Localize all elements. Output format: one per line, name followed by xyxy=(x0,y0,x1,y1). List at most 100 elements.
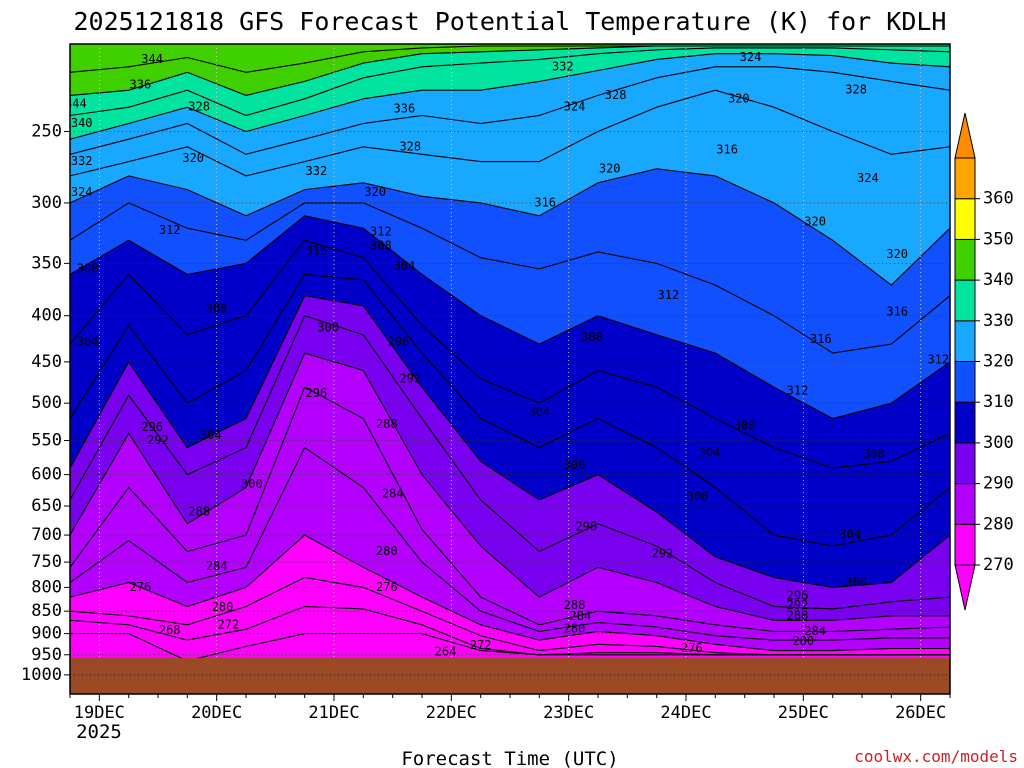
colorbar-segment-330 xyxy=(954,279,976,322)
theta-band-332 xyxy=(70,47,950,140)
contour-label-332: 332 xyxy=(306,164,328,178)
shaded-theta-bands xyxy=(70,44,950,694)
contour-label-284: 284 xyxy=(570,609,592,623)
contour-label-316: 316 xyxy=(534,195,556,209)
contour-label-316: 316 xyxy=(886,304,908,318)
theta-band-268 xyxy=(70,606,950,661)
theta-band-336 xyxy=(70,46,950,116)
contour-label-320: 320 xyxy=(728,91,750,105)
x-tick-label-22DEC: 22DEC xyxy=(426,703,477,723)
contour-label-312: 312 xyxy=(159,223,181,237)
surface-terrain xyxy=(70,658,950,694)
contour-label-284: 284 xyxy=(382,486,404,500)
colorbar-label-300: 300 xyxy=(983,433,1014,453)
contour-label-304: 304 xyxy=(394,259,416,273)
colorbar-under-triangle xyxy=(954,564,976,611)
contour-label-296: 296 xyxy=(787,589,809,603)
contour-label-316: 316 xyxy=(810,332,832,346)
contour-label-296: 296 xyxy=(141,420,163,434)
contour-label-292: 292 xyxy=(399,371,421,385)
colorbar-segment-360 xyxy=(954,157,976,200)
contour-label-316: 316 xyxy=(716,142,738,156)
contour-label-336: 336 xyxy=(394,101,416,115)
contour-label-288: 288 xyxy=(376,417,398,431)
y-tick-label-650: 650 xyxy=(31,496,62,516)
theta-band-308 xyxy=(70,215,950,469)
contour-label-280: 280 xyxy=(792,634,814,648)
y-tick-label-250: 250 xyxy=(31,121,62,141)
x-tick-label-23DEC: 23DEC xyxy=(543,703,594,723)
contour-label-328: 328 xyxy=(399,139,421,153)
y-tick-label-700: 700 xyxy=(31,525,62,545)
contour-label-328: 328 xyxy=(845,83,867,97)
contour-label-272: 272 xyxy=(470,638,492,652)
contour-label-276: 276 xyxy=(130,580,152,594)
contour-label-264: 264 xyxy=(435,644,457,658)
theta-band-276 xyxy=(70,535,950,655)
contour-label-328: 328 xyxy=(188,100,210,114)
colorbar-label-330: 330 xyxy=(983,311,1014,331)
contour-label-284: 284 xyxy=(804,624,826,638)
contour-label-332: 332 xyxy=(71,154,93,168)
contour-label-332: 332 xyxy=(552,59,574,73)
colorbar-segment-320 xyxy=(954,320,976,362)
colorbar-label-360: 360 xyxy=(983,189,1014,209)
contour-label-324: 324 xyxy=(857,171,879,185)
theta-band-300 xyxy=(70,274,950,588)
contour-label-288: 288 xyxy=(188,505,210,519)
isentrope-324 xyxy=(70,89,950,177)
contour-label-300: 300 xyxy=(687,489,709,503)
y-tick-label-300: 300 xyxy=(31,193,62,213)
x-axis-label: Forecast Time (UTC) xyxy=(401,748,618,768)
contour-label-336: 336 xyxy=(130,77,152,91)
contour-label-304: 304 xyxy=(699,446,721,460)
contour-label-304: 304 xyxy=(528,405,550,419)
theta-band-320 xyxy=(70,90,950,286)
theta-band-292 xyxy=(70,315,950,621)
x-tick-label-24DEC: 24DEC xyxy=(660,703,711,723)
contour-label-312: 312 xyxy=(370,224,392,238)
y-tick-label-950: 950 xyxy=(31,645,62,665)
contour-label-296: 296 xyxy=(575,520,597,534)
contour-label-300: 300 xyxy=(564,458,586,472)
isentrope-276 xyxy=(70,576,950,656)
x-axis: 19DEC 20DEC 21DEC 22DEC 23DEC 24DEC 25DEC 26DEC xyxy=(69,694,951,723)
contour-label-308: 308 xyxy=(370,239,392,253)
isentrope-300 xyxy=(70,294,950,588)
colorbar-segment-300 xyxy=(954,401,976,444)
contour-label-272: 272 xyxy=(218,617,240,631)
contour-label-280: 280 xyxy=(376,544,398,558)
contour-label-296: 296 xyxy=(388,335,410,349)
contour-label-288: 288 xyxy=(564,598,586,612)
contour-label-300: 300 xyxy=(241,477,263,491)
contour-label-268: 268 xyxy=(159,623,181,637)
contour-label-320: 320 xyxy=(886,247,908,261)
isentrope-336 xyxy=(70,47,950,117)
contour-label-328: 328 xyxy=(605,88,627,102)
contour-label-308: 308 xyxy=(734,419,756,433)
contour-label-288: 288 xyxy=(787,608,809,622)
contour-label-324: 324 xyxy=(71,185,93,199)
contour-label-308: 308 xyxy=(77,261,99,275)
contour-label-276: 276 xyxy=(681,641,703,655)
contour-label-308: 308 xyxy=(206,301,228,315)
contour-label-324: 324 xyxy=(564,100,586,114)
contour-label-304: 304 xyxy=(77,335,99,349)
colorbar-label-310: 310 xyxy=(983,392,1014,412)
x-tick-label-19DEC: 19DEC xyxy=(74,703,125,723)
colorbar-segment-350 xyxy=(954,198,976,240)
colorbar-segment-340 xyxy=(954,238,976,281)
colorbar-segment-270 xyxy=(954,523,976,566)
contour-label-308: 308 xyxy=(863,447,885,461)
y-tick-label-350: 350 xyxy=(31,253,62,273)
y-tick-label-1000: 1000 xyxy=(21,665,62,685)
x-tick-label-26DEC: 26DEC xyxy=(895,703,946,723)
x-axis-year: 2025 xyxy=(76,721,122,743)
y-tick-label-850: 850 xyxy=(31,601,62,621)
contour-label-280: 280 xyxy=(212,600,234,614)
isentrope-308 xyxy=(70,239,950,469)
chart-title: 2025121818 GFS Forecast Potential Temper… xyxy=(74,7,947,36)
colorbar-label-350: 350 xyxy=(983,229,1014,249)
